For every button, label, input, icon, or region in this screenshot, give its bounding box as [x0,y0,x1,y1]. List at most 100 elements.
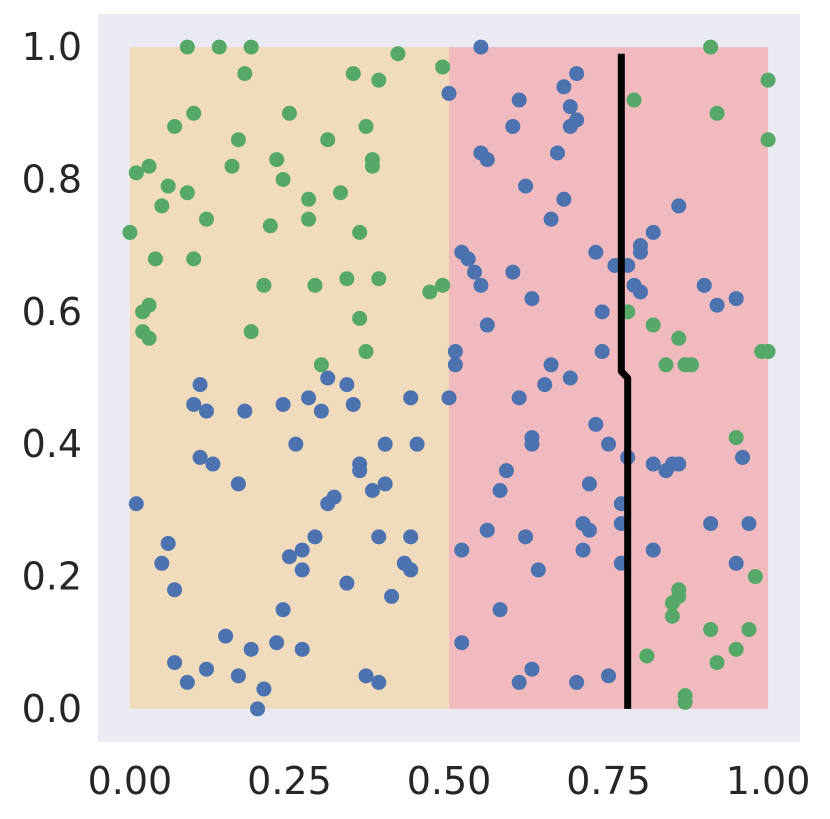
series-1-point-61 [684,357,700,373]
series-1-point-66 [728,430,744,446]
series-1-point-5 [141,158,157,174]
y-tick-label: 0.4 [22,422,82,466]
series-1-point-25 [275,171,291,187]
series-1-point-55 [671,582,687,598]
series-1-point-20 [243,39,259,55]
x-tick-label: 0.25 [247,759,332,803]
series-1-point-41 [371,271,387,287]
series-0-point-11 [205,456,221,472]
series-0-point-39 [364,483,380,499]
series-0-point-87 [562,370,578,386]
x-tick-label: 0.50 [407,759,492,803]
series-1-point-34 [345,66,361,82]
series-0-point-12 [218,628,234,644]
series-0-point-50 [441,390,457,406]
series-0-point-76 [524,661,540,677]
series-0-point-38 [358,668,374,684]
series-1-point-65 [709,105,725,121]
series-1-point-0 [122,224,138,240]
series-0-point-17 [250,701,266,717]
y-tick-label: 0.6 [22,290,82,334]
series-0-point-123 [728,291,744,307]
series-0-point-90 [569,112,585,128]
series-0-point-70 [505,264,521,280]
series-0-point-100 [594,344,610,360]
series-1-point-44 [422,284,438,300]
series-0-point-110 [632,284,648,300]
series-0-point-20 [275,602,291,618]
series-0-point-16 [243,641,259,657]
series-0-point-115 [645,542,661,558]
series-0-point-86 [556,191,572,207]
series-0-point-60 [473,39,489,55]
series-0-point-32 [326,489,342,505]
series-0-point-124 [728,555,744,571]
series-0-point-69 [505,119,521,135]
series-1-point-7 [147,251,163,267]
series-0-point-91 [569,66,585,82]
series-0-point-83 [543,211,559,227]
series-1-point-64 [709,655,725,671]
series-1-point-33 [339,271,355,287]
series-0-point-7 [192,377,208,393]
series-0-point-46 [403,562,419,578]
series-0-point-9 [198,661,214,677]
series-0-point-84 [549,145,565,161]
series-1-point-12 [179,185,195,201]
series-1-point-17 [224,158,240,174]
series-0-point-96 [581,476,597,492]
series-0-point-95 [581,522,597,538]
series-0-point-81 [537,377,553,393]
series-0-point-51 [441,85,457,101]
series-0-point-13 [230,668,246,684]
series-1-point-16 [211,39,227,55]
series-1-point-6 [141,330,157,346]
series-1-point-14 [186,105,202,121]
series-0-point-74 [518,178,534,194]
series-0-point-120 [696,277,712,293]
series-0-point-113 [645,456,661,472]
series-0-point-102 [601,436,617,452]
data-points [122,39,776,717]
series-0-point-37 [352,463,368,479]
series-0-point-22 [281,549,297,565]
series-1-point-26 [281,105,297,121]
series-0-point-41 [371,529,387,545]
series-0-point-42 [377,436,393,452]
series-0-point-119 [671,198,687,214]
series-0-point-10 [198,403,214,419]
series-1-point-11 [179,39,195,55]
series-1-point-37 [358,344,374,360]
series-0-point-121 [703,516,719,532]
series-0-point-44 [384,588,400,604]
decision-boundary-line [617,53,632,709]
series-0-point-35 [345,396,361,412]
series-0-point-122 [709,297,725,313]
series-0-point-15 [237,403,253,419]
series-1-point-56 [671,330,687,346]
series-0-point-19 [269,635,285,651]
series-1-point-73 [760,132,776,148]
series-0-point-5 [179,674,195,690]
series-0-point-3 [167,582,183,598]
series-0-point-23 [288,436,304,452]
series-1-point-4 [141,297,157,313]
series-0-point-67 [492,602,508,618]
y-tick-label: 1.0 [22,25,82,69]
series-1-point-49 [639,648,655,664]
y-tick-label: 0.0 [22,687,82,731]
series-0-point-85 [556,79,572,95]
series-1-point-1 [128,165,144,181]
series-1-point-50 [645,317,661,333]
series-1-point-51 [658,357,674,373]
series-0-point-49 [409,436,425,452]
series-0-point-47 [403,529,419,545]
series-1-point-19 [237,66,253,82]
series-0-point-114 [645,224,661,240]
series-0-point-66 [492,483,508,499]
series-0-point-79 [524,436,540,452]
series-1-point-23 [262,218,278,234]
series-0-point-73 [511,92,527,108]
series-1-point-60 [677,688,693,704]
